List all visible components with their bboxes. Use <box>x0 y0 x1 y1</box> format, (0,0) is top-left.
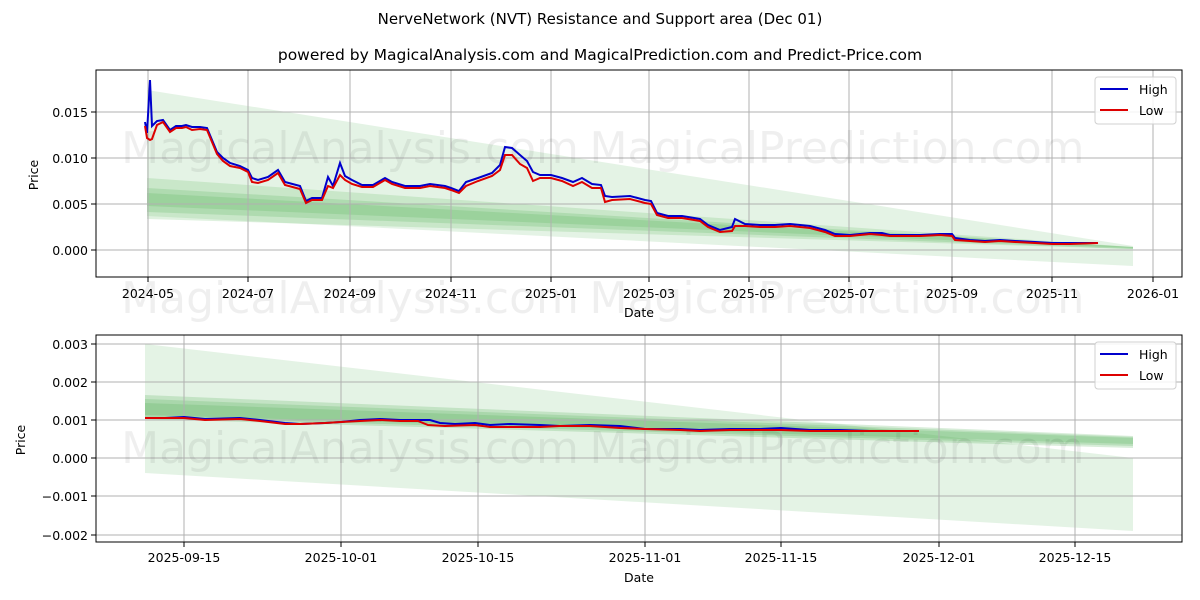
bottom-y-axis-label: Price <box>13 424 28 455</box>
bottom-axes-frame <box>95 334 1183 543</box>
watermark-prediction: MagicalPrediction.com <box>590 123 1085 174</box>
svg-text:2025-09-15: 2025-09-15 <box>148 550 221 565</box>
svg-text:2024-07: 2024-07 <box>222 286 274 301</box>
watermark-analysis: MagicalAnalysis.com <box>121 123 579 174</box>
top-forecast-bands <box>147 90 1133 266</box>
top-y-ticks: 0.015 0.010 0.005 0.000 <box>52 105 96 258</box>
bottom-legend: High Low <box>1094 341 1177 390</box>
top-y-axis-label: Price <box>26 159 41 190</box>
legend-high-label: High <box>1139 347 1168 362</box>
svg-text:2025-10-15: 2025-10-15 <box>442 550 515 565</box>
svg-text:2025-09: 2025-09 <box>926 286 978 301</box>
svg-text:2025-01: 2025-01 <box>525 286 577 301</box>
bottom-forecast-bands <box>145 344 1133 531</box>
top-legend: High Low <box>1094 76 1177 125</box>
top-x-axis-label: Date <box>624 305 654 320</box>
svg-text:0.015: 0.015 <box>52 105 88 120</box>
svg-text:2024-09: 2024-09 <box>324 286 376 301</box>
svg-text:2025-12-01: 2025-12-01 <box>903 550 976 565</box>
svg-text:2025-12-15: 2025-12-15 <box>1039 550 1112 565</box>
svg-text:2025-03: 2025-03 <box>623 286 675 301</box>
svg-text:2025-05: 2025-05 <box>723 286 775 301</box>
bottom-x-axis-label: Date <box>624 570 654 585</box>
svg-text:2025-07: 2025-07 <box>823 286 875 301</box>
svg-text:0.000: 0.000 <box>52 243 88 258</box>
top-x-ticks: 2024-05 2024-07 2024-09 2024-11 2025-01 … <box>122 277 1179 301</box>
svg-text:−0.001: −0.001 <box>42 489 88 504</box>
legend-low-label: Low <box>1139 103 1164 118</box>
svg-text:2025-11-01: 2025-11-01 <box>609 550 682 565</box>
svg-text:0.005: 0.005 <box>52 197 88 212</box>
bottom-grid <box>96 335 1182 542</box>
low-series-line <box>144 120 1099 245</box>
chart-title: NerveNetwork (NVT) Resistance and Suppor… <box>377 10 823 28</box>
svg-text:0.003: 0.003 <box>52 337 88 352</box>
svg-text:0.002: 0.002 <box>52 375 88 390</box>
svg-text:0.000: 0.000 <box>52 451 88 466</box>
svg-text:0.010: 0.010 <box>52 151 88 166</box>
top-axes-frame <box>95 69 1183 278</box>
svg-text:2025-11-15: 2025-11-15 <box>745 550 818 565</box>
low-series-line <box>145 417 919 433</box>
watermark-prediction: MagicalPrediction.com <box>590 273 1085 324</box>
legend-low-label: Low <box>1139 368 1164 383</box>
bottom-y-ticks: 0.003 0.002 0.001 0.000 −0.001 −0.002 <box>42 337 96 543</box>
svg-text:0.001: 0.001 <box>52 413 88 428</box>
svg-text:2025-10-01: 2025-10-01 <box>305 550 378 565</box>
svg-text:2026-01: 2026-01 <box>1127 286 1179 301</box>
svg-text:2025-11: 2025-11 <box>1026 286 1078 301</box>
legend-high-label: High <box>1139 82 1168 97</box>
svg-text:−0.002: −0.002 <box>42 528 88 543</box>
bottom-x-ticks: 2025-09-15 2025-10-01 2025-10-15 2025-11… <box>148 542 1112 565</box>
bottom-chart: MagicalAnalysis.com MagicalPrediction.co… <box>13 334 1183 585</box>
watermark-analysis: MagicalAnalysis.com <box>121 423 579 474</box>
svg-text:2024-11: 2024-11 <box>425 286 477 301</box>
chart-subtitle: powered by MagicalAnalysis.com and Magic… <box>277 46 923 64</box>
svg-text:2024-05: 2024-05 <box>122 286 174 301</box>
top-chart: MagicalAnalysis.com MagicalPrediction.co… <box>26 69 1183 324</box>
